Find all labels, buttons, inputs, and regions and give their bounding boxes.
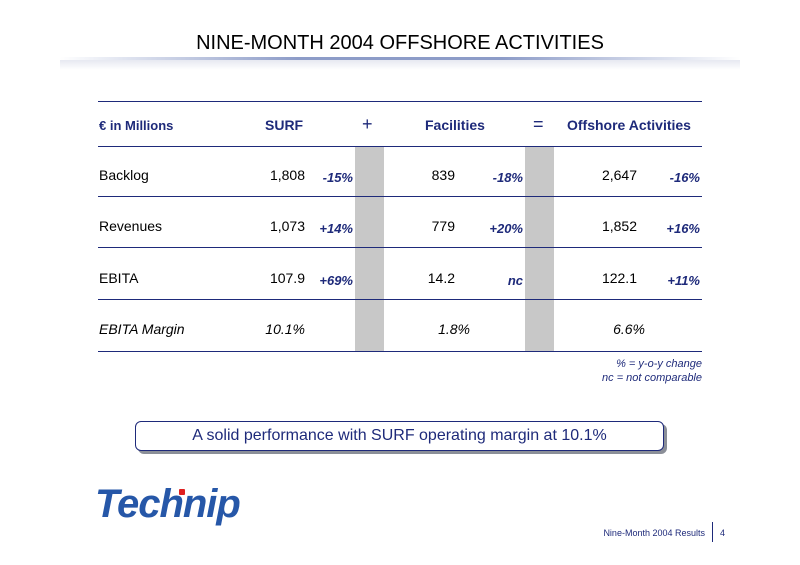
ebita-margin-facilities: 1.8% <box>438 321 470 337</box>
ebita-surf: 107.9 <box>269 270 305 286</box>
table-top-rule <box>98 101 702 102</box>
footer-separator <box>712 522 713 542</box>
plus-column-shade <box>355 147 384 352</box>
backlog-facilities-change: -18% <box>492 170 523 185</box>
ebita-margin-surf: 10.1% <box>265 321 305 337</box>
callout-box: A solid performance with SURF operating … <box>135 421 664 451</box>
offshore-header: Offshore Activities <box>567 117 691 133</box>
revenues-facilities-change: +20% <box>489 221 523 236</box>
page-number: 4 <box>720 528 726 538</box>
revenues-surf-change: +14% <box>319 221 353 236</box>
title-underline <box>60 57 740 60</box>
unit-header: € in Millions <box>99 118 174 133</box>
table-bottom-rule <box>98 351 702 352</box>
page-title: NINE-MONTH 2004 OFFSHORE ACTIVITIES <box>196 32 604 54</box>
table-row-rule <box>98 196 702 197</box>
revenues-offshore-change: +16% <box>666 221 700 236</box>
backlog-offshore: 2,647 <box>601 167 637 183</box>
backlog-surf: 1,808 <box>269 167 305 183</box>
facilities-header: Facilities <box>425 117 485 133</box>
row-label-ebita: EBITA <box>99 270 139 286</box>
ebita-offshore-change: +11% <box>667 273 700 288</box>
row-label-revenues: Revenues <box>99 218 163 234</box>
backlog-offshore-change: -16% <box>669 170 700 185</box>
ebita-facilities: 14.2 <box>427 270 455 286</box>
equals-column-shade <box>525 147 554 352</box>
plus-operator: + <box>362 114 373 134</box>
row-label-ebita-margin: EBITA Margin <box>99 321 185 337</box>
note-yoy: % = y-o-y change <box>616 358 702 370</box>
table-row-rule <box>98 299 702 300</box>
backlog-facilities: 839 <box>431 167 455 183</box>
row-label-backlog: Backlog <box>99 167 149 183</box>
note-nc: nc = not comparable <box>602 372 702 384</box>
technip-logo: Technip <box>95 482 241 526</box>
ebita-surf-change: +69% <box>319 273 353 288</box>
surf-header: SURF <box>265 117 304 133</box>
table-header-rule <box>98 146 702 147</box>
footer-text: Nine-Month 2004 Results <box>603 528 705 538</box>
ebita-facilities-change: nc <box>507 273 523 288</box>
revenues-surf: 1,073 <box>269 218 305 234</box>
backlog-surf-change: -15% <box>322 170 353 185</box>
table-row-rule <box>98 247 702 248</box>
ebita-offshore: 122.1 <box>601 270 637 286</box>
ebita-margin-offshore: 6.6% <box>613 321 645 337</box>
logo-dot <box>179 489 185 495</box>
title-shadow <box>60 60 740 70</box>
revenues-facilities: 779 <box>431 218 455 234</box>
equals-operator: = <box>533 114 544 134</box>
revenues-offshore: 1,852 <box>601 218 637 234</box>
